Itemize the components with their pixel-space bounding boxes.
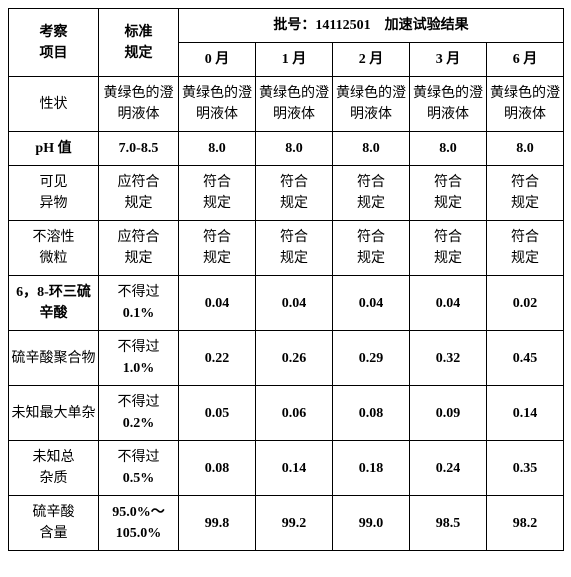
- row-val-4: 98.2: [487, 496, 564, 551]
- row-val-3: 0.04: [410, 276, 487, 331]
- row-val-2: 0.08: [333, 386, 410, 441]
- row-val-0: 0.04: [179, 276, 256, 331]
- table-row: 未知最大单杂不得过0.2%0.050.060.080.090.14: [9, 386, 564, 441]
- row-val-0: 0.05: [179, 386, 256, 441]
- row-val-2: 黄绿色的澄明液体: [333, 77, 410, 132]
- row-val-0: 0.22: [179, 331, 256, 386]
- row-val-4: 符合规定: [487, 166, 564, 221]
- header-month-4: 6 月: [487, 43, 564, 77]
- row-val-4: 0.14: [487, 386, 564, 441]
- header-month-3: 3 月: [410, 43, 487, 77]
- row-val-0: 黄绿色的澄明液体: [179, 77, 256, 132]
- row-val-0: 99.8: [179, 496, 256, 551]
- table-row: 6，8-环三硫辛酸不得过0.1%0.040.040.040.040.02: [9, 276, 564, 331]
- header-month-1: 1 月: [256, 43, 333, 77]
- row-val-4: 0.35: [487, 441, 564, 496]
- row-val-2: 0.29: [333, 331, 410, 386]
- row-item: 未知最大单杂: [9, 386, 99, 441]
- row-val-1: 0.14: [256, 441, 333, 496]
- row-val-1: 符合规定: [256, 166, 333, 221]
- row-item: 不溶性微粒: [9, 221, 99, 276]
- row-val-1: 0.26: [256, 331, 333, 386]
- row-val-4: 0.45: [487, 331, 564, 386]
- row-std: 不得过0.5%: [99, 441, 179, 496]
- row-val-4: 8.0: [487, 132, 564, 166]
- row-val-4: 黄绿色的澄明液体: [487, 77, 564, 132]
- row-item: 性状: [9, 77, 99, 132]
- row-val-3: 0.09: [410, 386, 487, 441]
- row-val-3: 0.24: [410, 441, 487, 496]
- row-val-4: 0.02: [487, 276, 564, 331]
- row-val-3: 0.32: [410, 331, 487, 386]
- row-std: 应符合规定: [99, 221, 179, 276]
- row-val-1: 99.2: [256, 496, 333, 551]
- row-val-2: 0.04: [333, 276, 410, 331]
- row-item: pH 值: [9, 132, 99, 166]
- row-item: 6，8-环三硫辛酸: [9, 276, 99, 331]
- table-row: pH 值7.0-8.58.08.08.08.08.0: [9, 132, 564, 166]
- row-item: 未知总杂质: [9, 441, 99, 496]
- row-std: 应符合规定: [99, 166, 179, 221]
- header-std: 标准规定: [99, 9, 179, 77]
- row-std: 黄绿色的澄明液体: [99, 77, 179, 132]
- row-item: 可见异物: [9, 166, 99, 221]
- header-row-1: 考察项目标准规定批号：14112501 加速试验结果: [9, 9, 564, 43]
- row-val-3: 符合规定: [410, 166, 487, 221]
- row-val-3: 8.0: [410, 132, 487, 166]
- row-item: 硫辛酸聚合物: [9, 331, 99, 386]
- table-row: 不溶性微粒应符合规定符合规定符合规定符合规定符合规定符合规定: [9, 221, 564, 276]
- row-std: 不得过0.2%: [99, 386, 179, 441]
- header-month-2: 2 月: [333, 43, 410, 77]
- row-std: 不得过0.1%: [99, 276, 179, 331]
- table-body: 考察项目标准规定批号：14112501 加速试验结果0 月1 月2 月3 月6 …: [9, 9, 564, 551]
- row-val-0: 8.0: [179, 132, 256, 166]
- row-std: 95.0%～105.0%: [99, 496, 179, 551]
- table-row: 可见异物应符合规定符合规定符合规定符合规定符合规定符合规定: [9, 166, 564, 221]
- row-val-2: 0.18: [333, 441, 410, 496]
- table-row: 硫辛酸聚合物不得过1.0%0.220.260.290.320.45: [9, 331, 564, 386]
- row-val-3: 符合规定: [410, 221, 487, 276]
- table-row: 性状黄绿色的澄明液体黄绿色的澄明液体黄绿色的澄明液体黄绿色的澄明液体黄绿色的澄明…: [9, 77, 564, 132]
- row-val-2: 99.0: [333, 496, 410, 551]
- row-val-2: 8.0: [333, 132, 410, 166]
- row-std: 不得过1.0%: [99, 331, 179, 386]
- header-month-0: 0 月: [179, 43, 256, 77]
- row-val-3: 黄绿色的澄明液体: [410, 77, 487, 132]
- row-item: 硫辛酸含量: [9, 496, 99, 551]
- row-val-1: 符合规定: [256, 221, 333, 276]
- header-item: 考察项目: [9, 9, 99, 77]
- row-val-0: 0.08: [179, 441, 256, 496]
- row-std: 7.0-8.5: [99, 132, 179, 166]
- table-row: 硫辛酸含量95.0%～105.0%99.899.299.098.598.2: [9, 496, 564, 551]
- row-val-3: 98.5: [410, 496, 487, 551]
- row-val-2: 符合规定: [333, 221, 410, 276]
- row-val-0: 符合规定: [179, 166, 256, 221]
- row-val-2: 符合规定: [333, 166, 410, 221]
- row-val-1: 黄绿色的澄明液体: [256, 77, 333, 132]
- row-val-1: 0.04: [256, 276, 333, 331]
- row-val-0: 符合规定: [179, 221, 256, 276]
- row-val-1: 0.06: [256, 386, 333, 441]
- row-val-4: 符合规定: [487, 221, 564, 276]
- header-batch: 批号：14112501 加速试验结果: [179, 9, 564, 43]
- table-row: 未知总杂质不得过0.5%0.080.140.180.240.35: [9, 441, 564, 496]
- stability-results-table: 考察项目标准规定批号：14112501 加速试验结果0 月1 月2 月3 月6 …: [8, 8, 564, 551]
- row-val-1: 8.0: [256, 132, 333, 166]
